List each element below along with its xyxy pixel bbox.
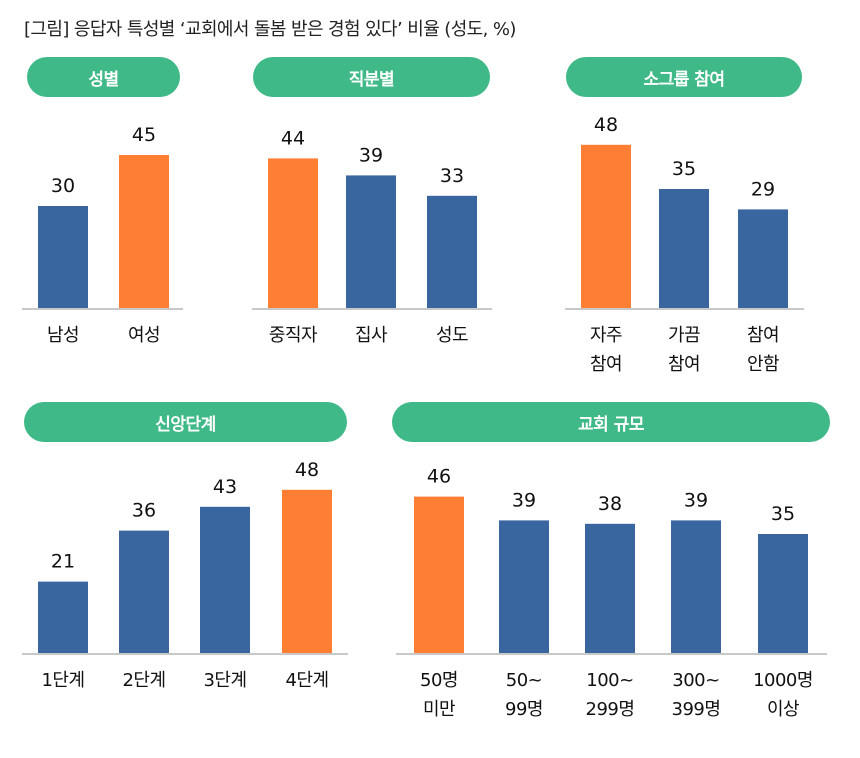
category-label-2-line-0: 참여 — [747, 325, 779, 346]
value-label-0: 44 — [281, 127, 305, 149]
bar-3 — [671, 520, 721, 653]
value-label-2: 43 — [213, 476, 237, 498]
category-label-0-line-0: 자주 — [590, 325, 622, 346]
bar-0 — [268, 158, 318, 308]
category-label-3-line-0: 300~ — [672, 670, 719, 691]
value-label-0: 21 — [51, 551, 75, 573]
bar-0 — [581, 144, 631, 308]
value-label-0: 30 — [51, 175, 75, 197]
value-label-1: 35 — [672, 158, 696, 180]
category-label-1-line-0: 가끔 — [668, 325, 700, 346]
bar-1 — [499, 520, 549, 653]
category-label-1-line-1: 99명 — [505, 699, 543, 720]
category-label-2-line-1: 299명 — [586, 699, 635, 720]
bar-0 — [38, 581, 88, 653]
category-label-2-line-0: 100~ — [586, 670, 633, 691]
value-label-2: 38 — [598, 493, 622, 515]
bar-3 — [282, 489, 332, 653]
category-label-0-line-0: 1단계 — [41, 670, 84, 691]
bar-2 — [427, 195, 477, 308]
value-label-3: 48 — [295, 459, 319, 481]
bar-2 — [200, 506, 250, 653]
category-label-1-line-1: 참여 — [668, 354, 700, 375]
category-label-0-line-1: 참여 — [590, 354, 622, 375]
category-label-2-line-0: 3단계 — [203, 670, 246, 691]
bar-1 — [119, 155, 169, 308]
value-label-2: 29 — [751, 178, 775, 200]
category-label-2-line-1: 안함 — [747, 354, 779, 375]
category-label-1-line-0: 집사 — [355, 325, 388, 346]
category-label-1-line-0: 여성 — [128, 325, 160, 346]
value-label-1: 36 — [132, 500, 156, 522]
chart-title-pill-church-size: 교회 규모 — [392, 402, 830, 442]
value-label-0: 48 — [594, 114, 618, 136]
chart-title-pill-position: 직분별 — [253, 57, 490, 97]
bar-2 — [738, 209, 788, 308]
chart-title-pill-faith-stage: 신앙단계 — [24, 402, 347, 442]
category-label-0-line-1: 미만 — [423, 699, 455, 720]
bar-4 — [758, 534, 808, 653]
category-label-3-line-1: 399명 — [672, 699, 721, 720]
category-label-4-line-1: 이상 — [767, 699, 799, 720]
bar-1 — [119, 530, 169, 653]
chart-title-pill-gender: 성별 — [27, 57, 180, 97]
bar-1 — [346, 175, 396, 308]
category-label-0-line-0: 중직자 — [269, 325, 318, 346]
value-label-4: 35 — [771, 503, 795, 525]
bar-1 — [659, 189, 709, 308]
chart-title-pill-small-group: 소그룹 참여 — [566, 57, 802, 97]
value-label-1: 45 — [132, 124, 156, 146]
category-label-1-line-0: 2단계 — [122, 670, 165, 691]
category-label-1-line-0: 50~ — [506, 670, 543, 691]
value-label-3: 39 — [684, 489, 708, 511]
value-label-2: 33 — [440, 165, 464, 187]
category-label-0-line-0: 50명 — [420, 670, 458, 691]
figure-title: [그림] 응답자 특성별 ‘교회에서 돌봄 받은 경험 있다’ 비율 (성도, … — [24, 19, 516, 40]
category-label-0-line-0: 남성 — [47, 325, 79, 346]
value-label-0: 46 — [427, 466, 451, 488]
category-label-4-line-0: 1000명 — [753, 670, 813, 691]
bar-0 — [38, 206, 88, 308]
value-label-1: 39 — [359, 144, 383, 166]
value-label-1: 39 — [512, 489, 536, 511]
bar-2 — [585, 523, 635, 653]
category-label-2-line-0: 성도 — [436, 325, 468, 346]
category-label-3-line-0: 4단계 — [285, 670, 328, 691]
bar-0 — [414, 496, 464, 653]
